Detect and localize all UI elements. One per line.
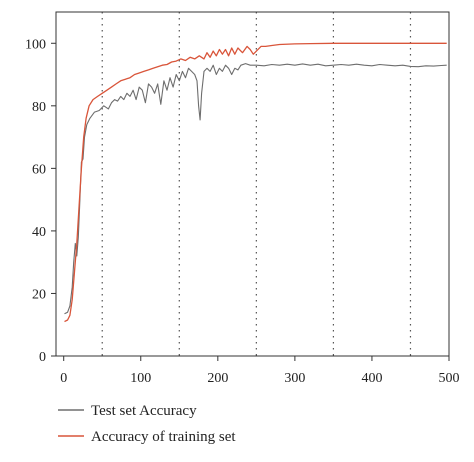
x-tick-label-200: 200: [207, 371, 228, 386]
tick-labels: 0 100 200 300 400 500 0 20 40 60 80 100: [25, 37, 460, 386]
x-tick-label-300: 300: [284, 371, 305, 386]
legend-label-training-set-accuracy: Accuracy of training set: [91, 429, 236, 445]
y-tick-label-20: 20: [32, 287, 46, 302]
vertical-grid-lines: [101, 12, 412, 356]
series-layer: [64, 42, 447, 323]
plot-frame: [55, 11, 450, 357]
y-tick-label-60: 60: [32, 162, 46, 177]
y-tick-label-100: 100: [25, 37, 46, 52]
x-tick-label-100: 100: [130, 371, 151, 386]
legend: Test set Accuracy Accuracy of training se…: [58, 403, 236, 445]
y-tick-label-80: 80: [32, 100, 46, 115]
x-tick-label-0: 0: [60, 371, 67, 386]
y-tick-label-0: 0: [39, 350, 46, 365]
series-line-training-set-accuracy: [64, 42, 447, 323]
legend-label-test-set-accuracy: Test set Accuracy: [91, 403, 197, 419]
x-tick-label-400: 400: [361, 371, 382, 386]
series-line-test-set-accuracy: [64, 63, 447, 315]
y-tick-label-40: 40: [32, 225, 46, 240]
x-tick-label-500: 500: [439, 371, 460, 386]
axes: [51, 11, 450, 361]
